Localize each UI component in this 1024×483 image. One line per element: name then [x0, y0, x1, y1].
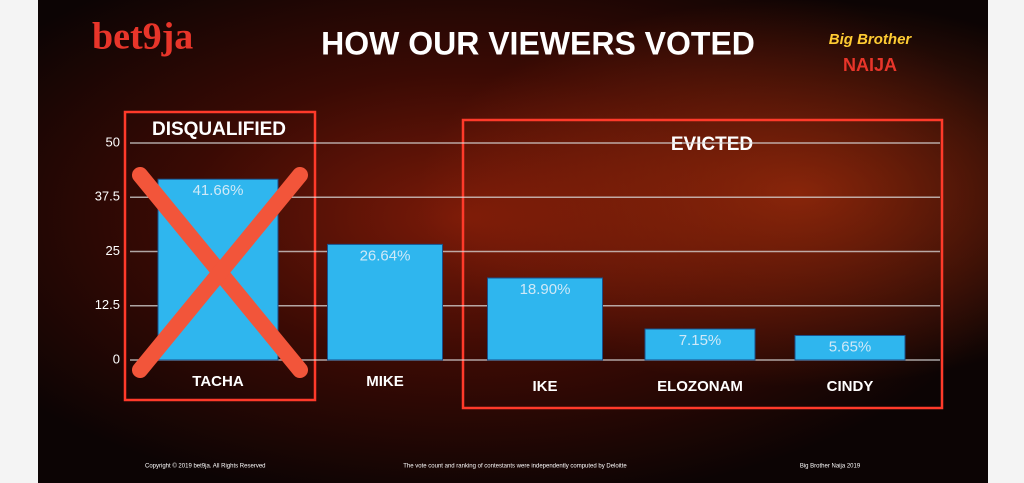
- footer-text: Copyright © 2019 bet9ja. All Rights Rese…: [145, 463, 266, 470]
- y-tick-label: 25: [106, 243, 120, 258]
- annotation: EVICTED: [671, 134, 753, 155]
- y-tick-label: 37.5: [95, 189, 120, 204]
- value-label: 41.66%: [193, 182, 244, 199]
- bar: [327, 243, 443, 361]
- brand-logo: bet9ja: [92, 16, 193, 58]
- footer-text: The vote count and ranking of contestant…: [403, 464, 627, 470]
- x-tick-label: IKE: [532, 378, 557, 395]
- x-tick-label: MIKE: [366, 373, 404, 390]
- show-logo: Big Brother: [829, 31, 913, 48]
- annotation: DISQUALIFIED: [152, 119, 286, 140]
- footer-text: Big Brother Naija 2019: [800, 464, 861, 470]
- disqualified-cross: [132, 167, 308, 378]
- x-tick-label: CINDY: [827, 378, 874, 395]
- bar: [487, 277, 603, 361]
- bar: [644, 328, 756, 361]
- show-logo: NAIJA: [843, 55, 897, 75]
- evicted-box: [461, 118, 944, 410]
- disqualified-box: [123, 110, 317, 402]
- y-tick-label: 50: [106, 134, 120, 149]
- y-tick-label: 12.5: [95, 297, 120, 312]
- bar: [794, 334, 906, 361]
- x-tick-label: ELOZONAM: [657, 378, 743, 395]
- cross-stroke: [132, 167, 308, 378]
- value-label: 5.65%: [829, 338, 872, 355]
- plot: 0 12.5 25 37.5 50 41.66% TACHA 26.64% MIKE 18.90%…: [95, 134, 940, 395]
- value-label: 26.64%: [360, 247, 411, 264]
- value-label: 18.90%: [520, 281, 571, 298]
- value-label: 7.15%: [679, 332, 722, 349]
- chart-title: HOW OUR VIEWERS VOTED: [321, 25, 755, 61]
- y-tick-label: 0: [113, 351, 120, 366]
- x-tick-label: TACHA: [192, 373, 244, 390]
